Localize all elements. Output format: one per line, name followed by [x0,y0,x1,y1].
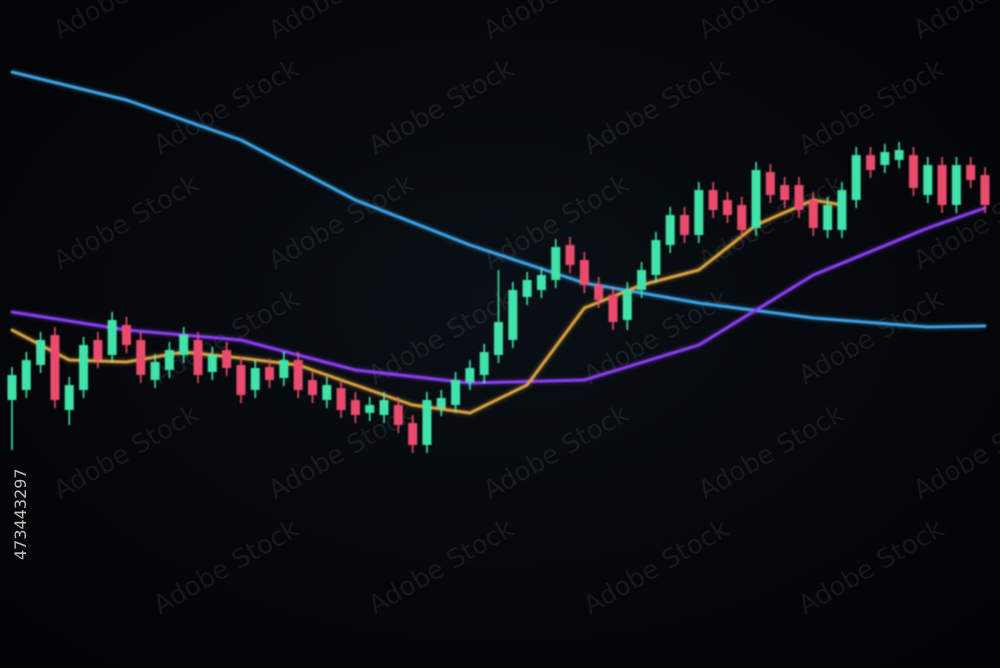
candle-body [651,240,661,275]
candle-body [422,400,432,445]
candle-body [64,385,74,410]
candle-body [937,165,947,205]
candle-body [722,200,732,215]
candle-body [179,335,189,355]
candle-body [808,200,818,228]
moving-average-line [10,70,987,329]
candle-body [551,247,561,280]
candle-body [951,165,961,205]
candle-body [837,190,847,230]
candle-body [508,290,518,340]
candle-body [908,155,918,188]
candle-body [680,215,690,235]
candle-body [751,170,761,228]
candle-body [79,345,89,390]
candle-body [694,190,704,235]
candle-body [236,365,246,395]
candle-body [408,423,418,445]
candle-body [436,398,446,408]
candle-body [279,360,289,378]
candle-body [980,175,990,205]
candle-body [7,375,17,400]
candle-body [765,172,775,195]
candle-body [365,405,375,413]
candle-body [136,340,146,375]
candle-body [207,355,217,372]
candle-body [336,388,346,410]
candle-body [880,152,890,165]
candle-body [637,270,647,290]
candle-body [851,155,861,200]
candle-body [50,335,60,400]
candle-body [250,368,260,390]
candle-body [737,205,747,230]
candle-body [265,367,275,380]
candle-body [794,185,804,210]
candle-body [307,380,317,395]
candle-body [379,400,389,415]
candle-body [522,280,532,297]
candle-body [121,325,131,345]
candle-body [622,290,632,320]
candle-body [193,340,203,375]
candle-body [494,322,503,355]
candle-body [823,205,833,230]
candle-body [93,340,103,360]
candle-body [594,285,604,300]
candle-body [164,350,174,370]
candle-body [866,155,876,170]
candle-body [350,400,360,415]
plot [7,69,990,453]
candle-body [923,165,933,195]
candle-body [708,190,718,210]
candle-body [36,340,46,365]
candle-body [293,360,303,390]
candle-body [894,150,904,160]
candle-body [665,215,675,245]
candle-body [966,165,976,180]
candle-body [393,405,403,425]
candle-body [579,260,589,285]
candle-body [465,368,475,382]
candle-body [479,352,489,375]
stock-id: 473443297 [11,468,30,560]
candle-body [322,385,332,400]
candle-body [536,275,546,290]
candle-body [451,380,461,405]
candle-body [150,362,160,380]
candle-body [608,295,618,322]
candle-body [21,360,31,390]
candle-body [565,245,575,265]
candle-body [222,350,232,368]
candle-body [780,185,790,200]
candle-body [107,320,117,355]
